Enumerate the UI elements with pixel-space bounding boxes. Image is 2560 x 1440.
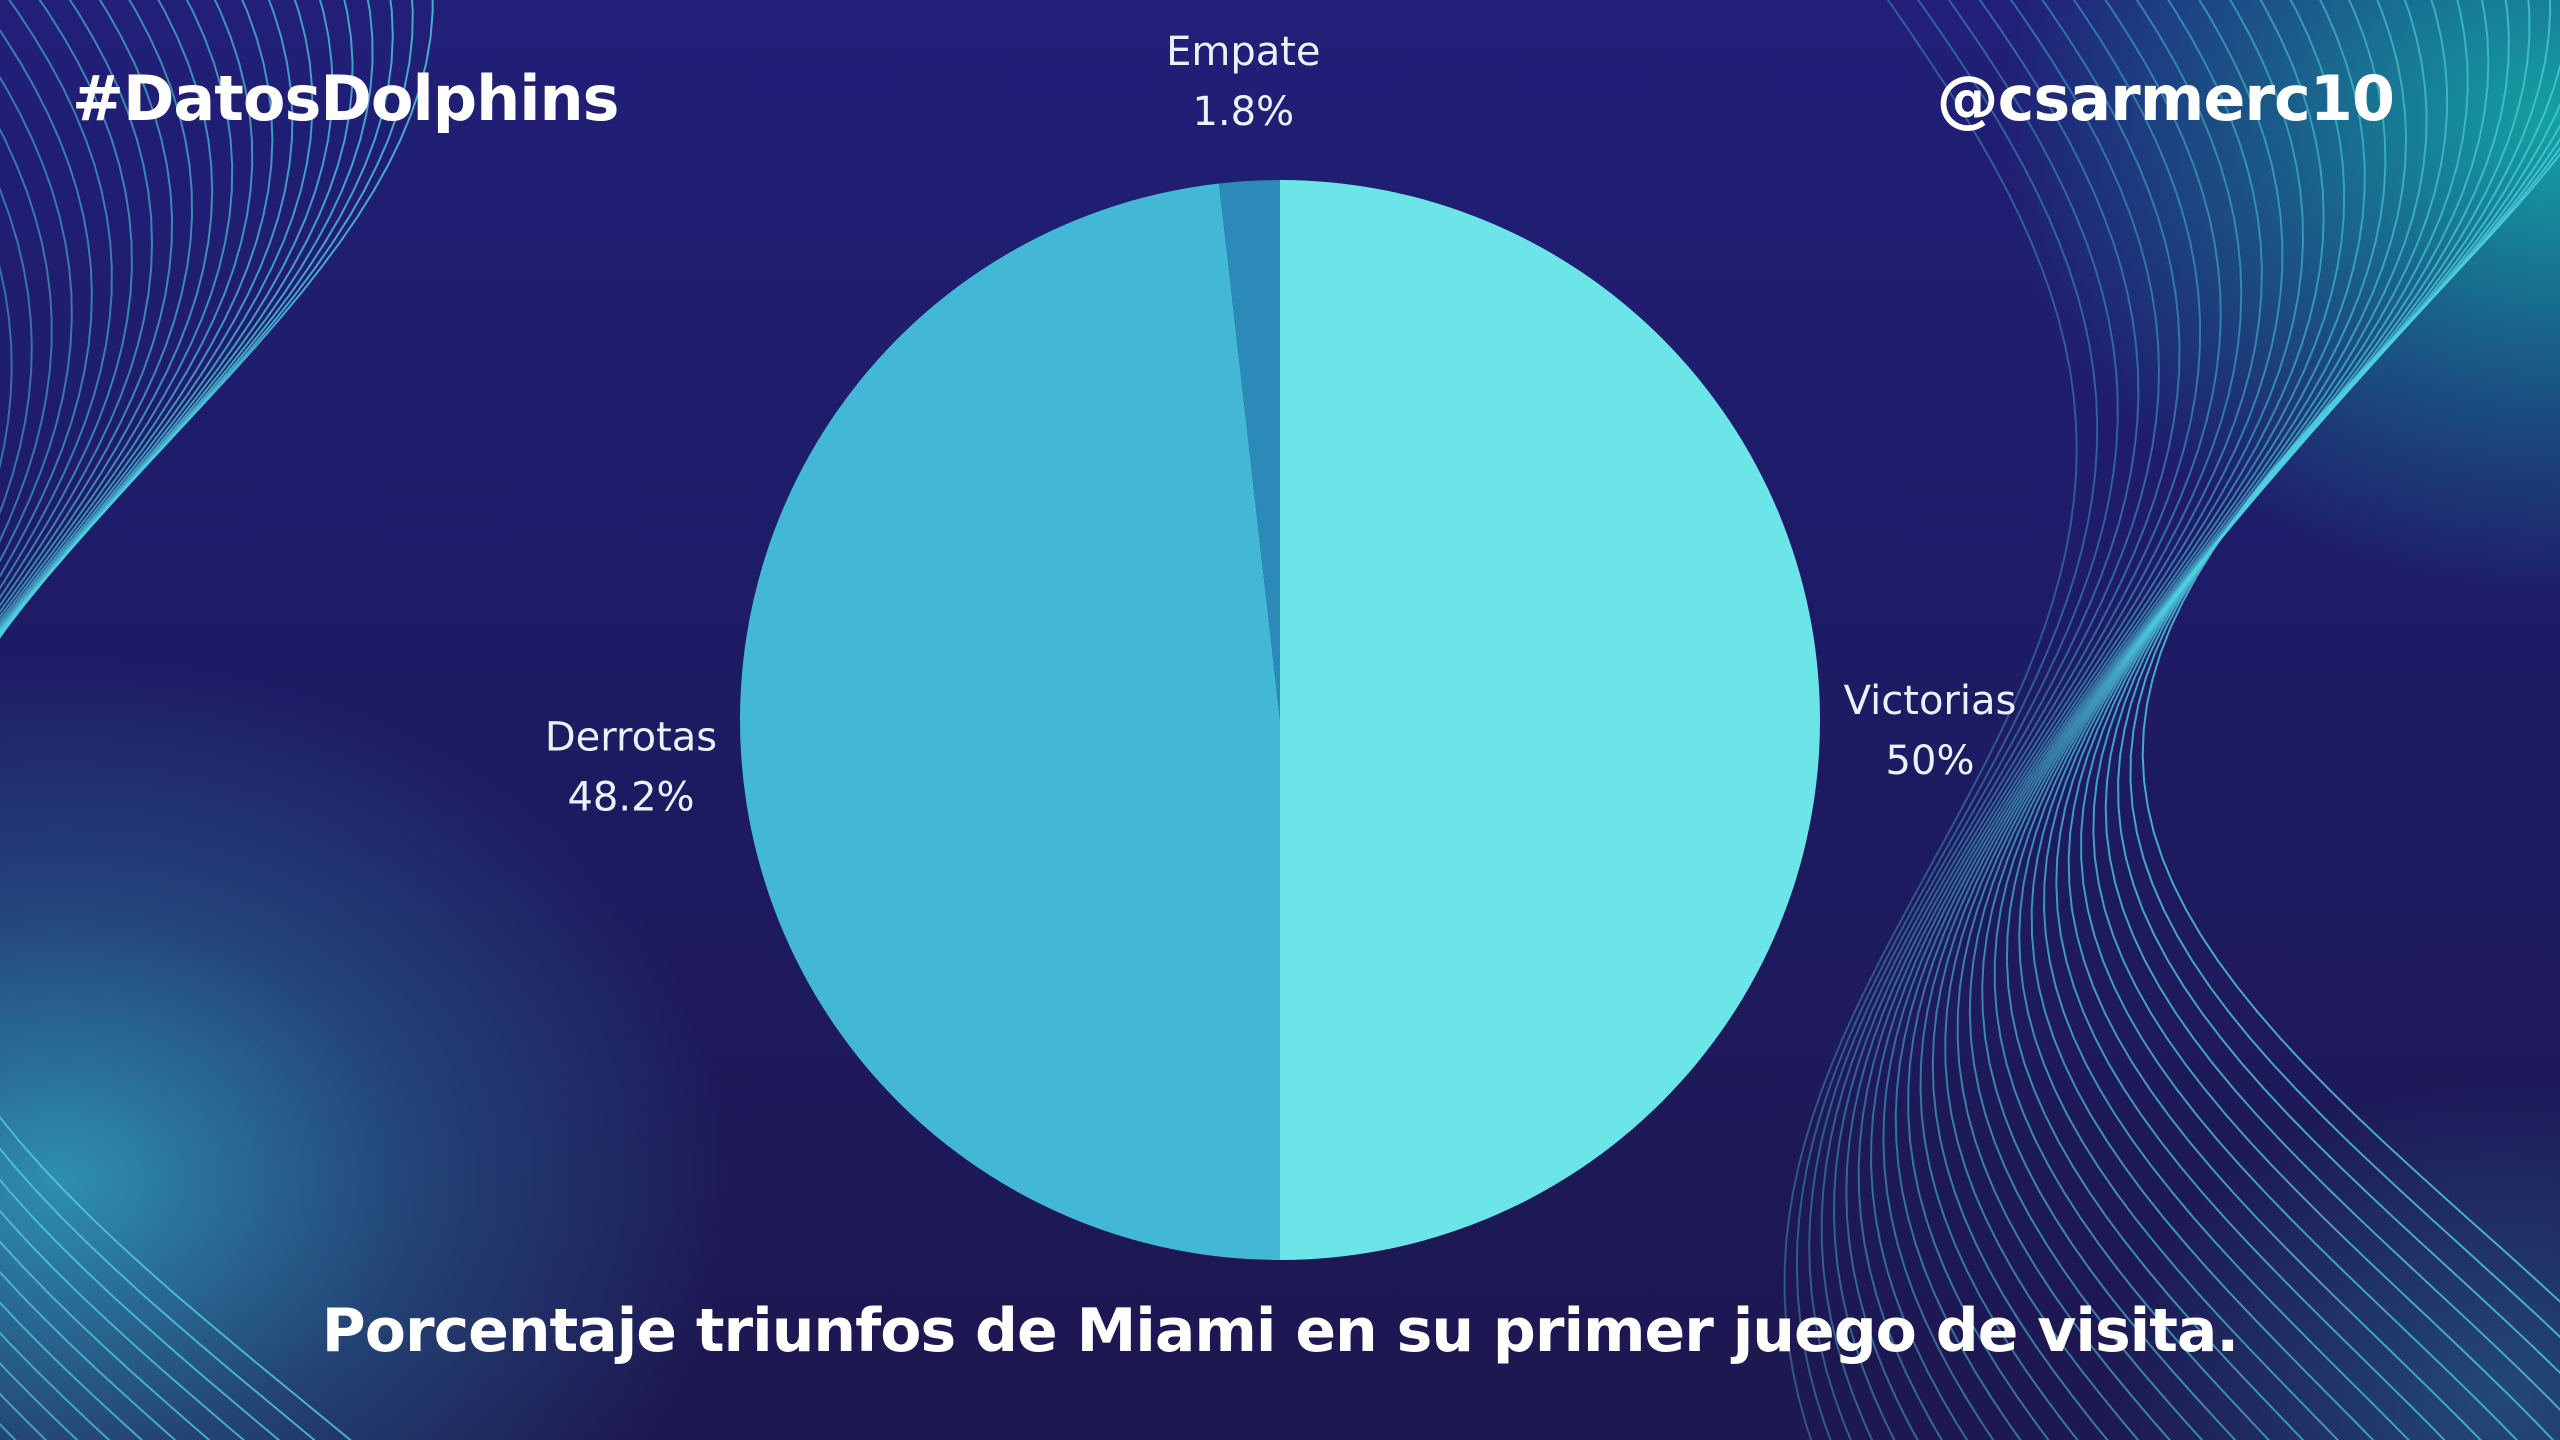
wave-line-left <box>0 0 434 1440</box>
chart-title: Porcentaje triunfos de Miami en su prime… <box>321 1296 2239 1366</box>
wave-line-right <box>2030 0 2490 1440</box>
wave-line-right <box>1783 0 2078 1440</box>
wave-line-right <box>1820 0 2140 1440</box>
wave-line-right <box>1919 0 2305 1440</box>
slice-label-group-empate: Empate 1.8% <box>1166 29 1320 135</box>
wave-line-left <box>0 0 214 623</box>
wave-line-left <box>0 0 154 608</box>
pie-slice-victorias <box>1280 180 1820 1260</box>
wave-line-right <box>2141 152 2560 1303</box>
slice-label-group-derrotas: Derrotas 48.2% <box>545 715 717 821</box>
wave-line-right <box>1882 0 2243 1440</box>
wave-line-right <box>2129 146 2560 1339</box>
wave-line-left <box>0 0 174 614</box>
hashtag-title: #DatosDolphins <box>72 62 620 135</box>
wave-line-left <box>0 0 314 1440</box>
slice-label-name: Empate <box>1166 29 1320 75</box>
wave-line-right <box>1944 0 2346 1440</box>
pie-slice-derrotas <box>740 183 1280 1261</box>
wave-line-right <box>2042 0 2510 1440</box>
wave-line-right <box>2080 63 2560 1440</box>
wave-line-right <box>1795 0 2099 1440</box>
wave-line-left <box>0 0 374 1440</box>
wave-line-right <box>2018 0 2469 1440</box>
wave-line-right <box>1845 0 2181 1440</box>
wave-line-left <box>0 0 194 619</box>
wave-line-right <box>1981 0 2408 1440</box>
slice-label-value: 50% <box>1886 738 1975 784</box>
slice-label-value: 1.8% <box>1192 89 1294 135</box>
pie-slice-empate <box>1219 180 1280 720</box>
wave-line-right <box>1894 0 2263 1440</box>
wave-line-right <box>2005 0 2448 1440</box>
wave-line-right <box>1931 0 2325 1440</box>
wave-line-left <box>0 0 113 590</box>
wave-line-right <box>1808 0 2119 1440</box>
wave-line-right <box>1993 0 2428 1440</box>
wave-line-left <box>0 187 33 515</box>
wave-line-left <box>0 28 93 578</box>
slice-label-name: Victorias <box>1844 678 2017 724</box>
wave-line-left <box>0 0 254 1440</box>
wave-line-left <box>0 0 414 1440</box>
slice-label-group-victorias: Victorias 50% <box>1844 678 2017 784</box>
slice-label-value: 48.2% <box>567 775 694 821</box>
wave-line-right <box>2055 0 2531 1440</box>
wave-line-right <box>1870 0 2222 1440</box>
wave-line-left <box>0 0 294 1440</box>
slice-label-name: Derrotas <box>545 715 717 761</box>
wave-line-left <box>0 0 394 1440</box>
wave-line-right <box>1857 0 2201 1440</box>
wave-line-right <box>1832 0 2161 1440</box>
wave-line-left <box>0 0 354 1440</box>
author-handle: @csarmerc10 <box>1936 62 2395 135</box>
wave-line-right <box>2104 123 2560 1412</box>
wave-line-right <box>2092 102 2560 1440</box>
wave-line-left <box>0 75 73 563</box>
wave-line-left <box>0 127 53 543</box>
wave-line-right <box>2067 0 2552 1440</box>
wave-line-right <box>1968 0 2387 1440</box>
wave-line-left <box>0 0 133 600</box>
wave-line-right <box>2117 137 2560 1375</box>
wave-line-right <box>1907 0 2284 1440</box>
wave-line-left <box>0 0 334 1440</box>
wave-line-left <box>0 0 274 1440</box>
wave-line-right <box>1956 0 2366 1440</box>
wave-line-left <box>0 0 234 1440</box>
